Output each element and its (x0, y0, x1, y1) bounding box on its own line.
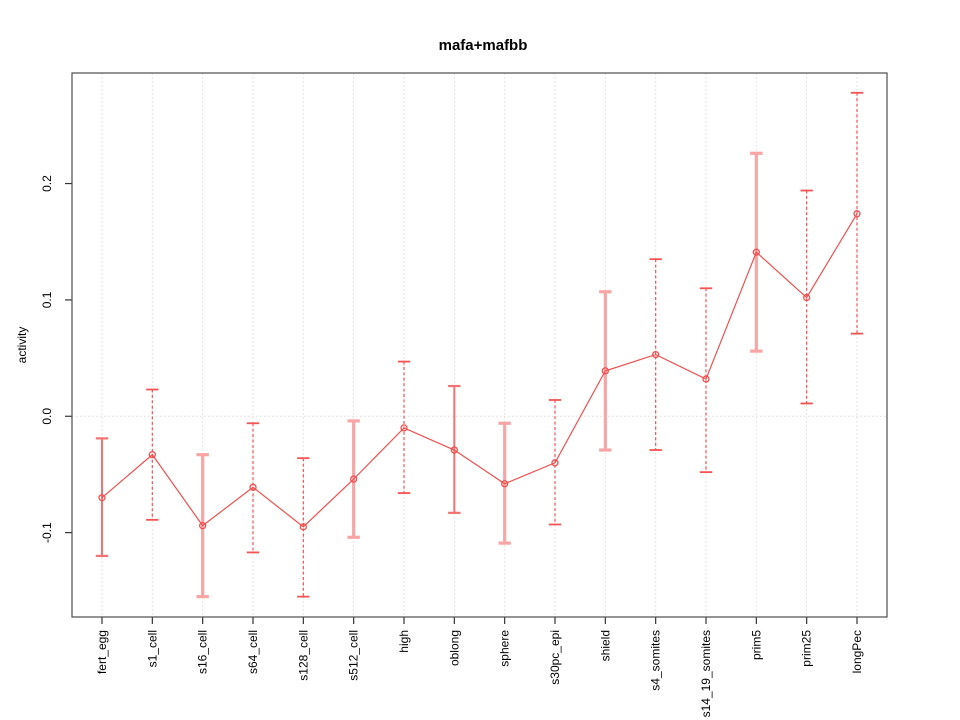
data-point-marker (148, 451, 156, 459)
y-axis-label: activity (15, 327, 29, 364)
series-line (101, 213, 858, 528)
data-point-marker (501, 480, 509, 488)
x-tick-label: s30pc_epi (548, 630, 562, 685)
x-tick-label: high (397, 630, 411, 653)
x-tick-label: fert_egg (95, 630, 109, 674)
y-tick-label: 0.1 (40, 291, 54, 308)
data-point-marker (702, 375, 710, 383)
data-point-marker (853, 210, 861, 218)
plot-box (71, 72, 888, 618)
data-point-marker (551, 459, 559, 467)
axis-ticks-and-labels: -0.1 0.0 0.1 0.2 fert_egg s1_cell s16_cell s64_… (40, 175, 864, 718)
data-point-marker (199, 522, 207, 530)
chart-title: mafa+mafbb (439, 37, 528, 54)
x-tick-label: s4_somites (649, 630, 663, 691)
x-tick-label: s128_cell (296, 630, 310, 681)
data-point-marker (98, 494, 106, 502)
x-tick-label: shield (598, 630, 612, 661)
data-point-marker (803, 293, 811, 302)
data-point-marker (249, 483, 257, 491)
x-tick-label: oblong (447, 630, 461, 666)
data-point-marker (450, 446, 458, 454)
x-tick-label: s16_cell (196, 630, 210, 674)
y-tick-label: 0.2 (40, 175, 54, 192)
data-point-marker (350, 475, 358, 483)
y-tick-label: -0.1 (40, 522, 54, 543)
x-tick-label: prim25 (800, 630, 814, 667)
gridlines (72, 73, 887, 617)
data-point-marker (652, 350, 660, 359)
x-tick-label: s512_cell (347, 630, 361, 681)
x-tick-label: prim5 (749, 630, 763, 660)
x-tick-label: s64_cell (246, 630, 260, 674)
data-point-marker (601, 367, 609, 375)
series-polyline (101, 213, 858, 528)
data-points (98, 210, 861, 531)
data-point-marker (400, 424, 408, 432)
x-tick-label: s1_cell (145, 630, 159, 667)
x-tick-label: sphere (498, 630, 512, 667)
y-tick-label: 0.0 (40, 408, 54, 425)
x-tick-label: s14_19_somites (699, 630, 713, 717)
data-point-marker (752, 248, 760, 256)
data-point-marker (299, 523, 307, 531)
x-tick-label: longPec (850, 630, 864, 673)
